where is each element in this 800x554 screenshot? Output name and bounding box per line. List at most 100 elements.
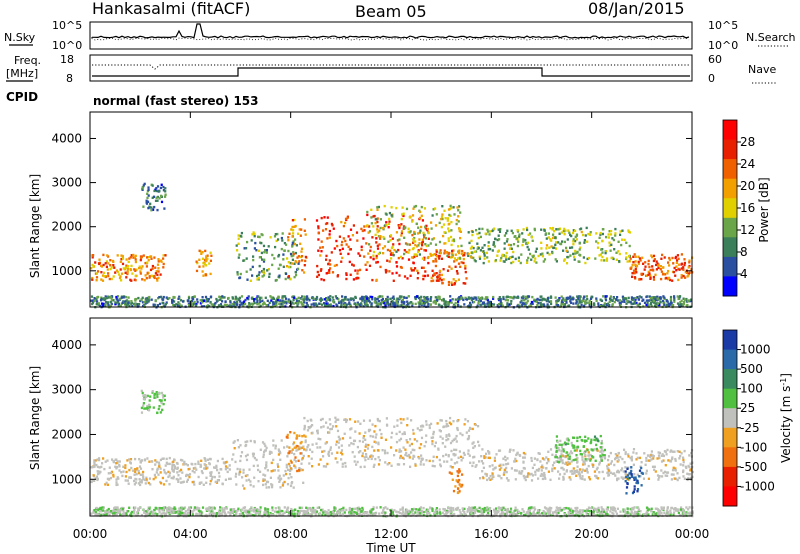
data-cell xyxy=(534,473,537,476)
data-cell xyxy=(242,304,245,307)
data-cell xyxy=(392,295,395,298)
data-cell xyxy=(449,235,453,239)
data-cell xyxy=(408,456,411,459)
data-cell xyxy=(109,267,112,271)
data-cell xyxy=(125,264,128,267)
data-cell xyxy=(469,297,473,300)
data-cell xyxy=(200,305,203,308)
data-cell xyxy=(503,468,506,471)
data-cell xyxy=(389,234,393,237)
data-cell xyxy=(346,298,349,301)
data-cell xyxy=(590,303,593,306)
data-cell xyxy=(147,259,150,262)
data-cell xyxy=(201,471,204,475)
data-cell xyxy=(530,472,533,476)
data-cell xyxy=(650,301,653,305)
data-cell xyxy=(200,459,203,462)
data-cell xyxy=(442,268,445,271)
data-cell xyxy=(545,456,548,459)
data-cell xyxy=(505,258,508,261)
data-cell xyxy=(603,302,606,305)
data-cell xyxy=(318,298,321,301)
data-cell xyxy=(661,253,664,257)
data-cell xyxy=(262,479,265,482)
data-cell xyxy=(187,302,190,306)
data-cell xyxy=(595,297,598,300)
data-cell xyxy=(649,274,652,277)
power-xticks xyxy=(89,112,693,307)
data-cell xyxy=(420,436,424,440)
data-cell xyxy=(321,298,324,301)
data-cell xyxy=(515,469,518,472)
data-cell xyxy=(198,249,201,252)
data-cell xyxy=(435,455,438,459)
data-cell xyxy=(158,302,162,306)
data-cell xyxy=(372,465,375,468)
data-cell xyxy=(485,297,488,300)
data-cell xyxy=(223,303,226,306)
data-cell xyxy=(589,297,593,300)
data-cell xyxy=(93,462,96,465)
data-cell xyxy=(533,228,536,232)
data-cell xyxy=(684,270,687,274)
data-cell xyxy=(146,457,149,460)
data-cell xyxy=(644,463,647,466)
data-cell xyxy=(256,511,260,514)
velocity-cells xyxy=(90,389,694,518)
data-cell xyxy=(297,459,300,462)
data-cell xyxy=(236,249,239,252)
data-cell xyxy=(177,478,180,481)
data-cell xyxy=(419,443,423,446)
data-cell xyxy=(625,486,629,489)
data-cell xyxy=(627,474,630,477)
data-cell xyxy=(266,508,270,511)
data-cell xyxy=(573,471,576,475)
data-cell xyxy=(258,256,261,259)
data-cell xyxy=(311,424,314,427)
data-cell xyxy=(257,480,260,483)
data-cell xyxy=(258,296,262,300)
data-cell xyxy=(175,477,178,481)
data-cell xyxy=(590,440,593,444)
data-cell xyxy=(598,471,601,474)
data-cell xyxy=(578,260,581,263)
data-cell xyxy=(662,507,665,511)
data-cell xyxy=(445,423,448,426)
data-cell xyxy=(450,458,453,461)
data-cell xyxy=(386,295,389,299)
data-cell xyxy=(353,302,356,306)
data-cell xyxy=(527,472,530,475)
data-cell xyxy=(554,445,557,449)
data-cell xyxy=(210,471,213,474)
colorbar-cell xyxy=(723,159,737,180)
data-cell xyxy=(542,514,545,517)
data-cell xyxy=(521,508,524,511)
data-cell xyxy=(262,453,265,456)
data-cell xyxy=(261,441,265,444)
data-cell xyxy=(432,430,435,434)
data-cell xyxy=(459,211,462,214)
data-cell xyxy=(327,431,330,434)
data-cell xyxy=(145,395,148,399)
data-cell xyxy=(608,230,611,233)
data-cell xyxy=(493,459,496,462)
data-cell xyxy=(400,231,403,235)
data-cell xyxy=(439,249,442,252)
data-cell xyxy=(206,257,209,261)
data-cell xyxy=(325,300,328,303)
data-cell xyxy=(344,418,347,421)
data-cell xyxy=(119,513,122,516)
data-cell xyxy=(448,213,451,217)
data-cell xyxy=(246,240,249,244)
data-cell xyxy=(182,463,185,466)
data-cell xyxy=(439,512,442,515)
data-cell xyxy=(439,464,442,468)
data-cell xyxy=(224,300,227,303)
data-cell xyxy=(530,479,534,482)
data-cell xyxy=(672,466,675,469)
data-cell xyxy=(226,305,229,308)
data-cell xyxy=(615,251,618,254)
data-cell xyxy=(667,459,670,462)
data-cell xyxy=(428,426,431,430)
data-cell xyxy=(482,476,485,480)
